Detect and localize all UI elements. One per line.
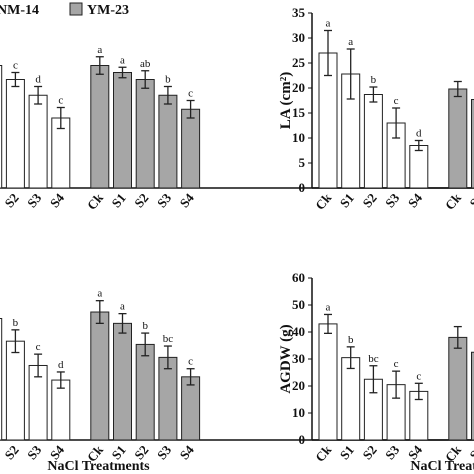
significance-letter: c (36, 341, 41, 353)
significance-letter: a (348, 36, 353, 48)
y-tick-label: 30 (292, 30, 305, 45)
significance-letter: a (97, 288, 102, 300)
significance-letter: bc (368, 353, 379, 365)
x-tick-label: S3 (24, 190, 45, 211)
significance-letter: c (416, 370, 421, 382)
y-tick-label: 35 (292, 5, 306, 20)
significance-letter: c (58, 95, 63, 107)
significance-letter: c (394, 95, 399, 107)
x-tick-label: Ck (312, 190, 335, 213)
x-tick-label: S4 (405, 190, 426, 211)
bar (471, 351, 474, 441)
x-tick-label: S2 (1, 190, 21, 210)
bar (181, 108, 201, 189)
x-tick-label: S3 (382, 190, 403, 211)
y-tick-label: 50 (292, 297, 305, 312)
bar (409, 145, 429, 189)
bar (28, 94, 48, 189)
bar (5, 79, 25, 189)
y-tick-label: 15 (292, 105, 306, 120)
x-tick-label: S1 (466, 442, 474, 462)
y-tick-label: 40 (292, 324, 305, 339)
significance-letter: a (326, 18, 331, 30)
x-axis-label: NaCl Treatmen (410, 459, 474, 474)
significance-letter: c (13, 60, 18, 72)
x-tick-label: Ck (84, 190, 107, 213)
bar (51, 379, 71, 441)
y-tick-label: 20 (292, 378, 305, 393)
significance-letter: a (120, 301, 125, 313)
significance-letter: d (35, 74, 41, 86)
x-tick-label: S1 (108, 190, 128, 210)
x-tick-label: S1 (337, 442, 357, 462)
significance-letter: c (188, 88, 193, 100)
significance-letter: ab (140, 58, 151, 70)
legend-label: YM-23 (87, 3, 129, 18)
bar (113, 322, 132, 441)
y-tick-label: 60 (292, 270, 305, 285)
x-tick-label: S3 (154, 190, 175, 211)
x-tick-label: Ck (442, 190, 465, 213)
significance-letter: c (188, 356, 193, 368)
bar (181, 376, 201, 441)
significance-letter: b (348, 334, 354, 346)
x-tick-label: S4 (47, 190, 68, 211)
x-tick-label: S2 (1, 442, 21, 462)
bar (90, 311, 110, 441)
significance-letter: bc (163, 333, 174, 345)
significance-letter: d (416, 128, 422, 140)
bar (471, 99, 474, 189)
bar (90, 65, 110, 189)
x-tick-label: S3 (154, 442, 175, 463)
x-tick-label: S2 (131, 190, 151, 210)
legend-swatch (69, 2, 83, 16)
x-tick-label: S3 (382, 442, 403, 463)
legend-label: NM-14 (0, 3, 39, 18)
y-tick-label: 20 (292, 80, 305, 95)
bar (5, 340, 25, 441)
x-tick-label: S3 (24, 442, 45, 463)
x-tick-label: S1 (466, 190, 474, 210)
significance-letter: a (326, 301, 331, 313)
x-tick-label: S4 (177, 190, 198, 211)
y-tick-label: 10 (292, 405, 305, 420)
bar (318, 323, 338, 441)
y-tick-label: 25 (292, 55, 306, 70)
significance-letter: a (97, 44, 102, 56)
bar (135, 79, 155, 189)
significance-letter: d (58, 359, 64, 371)
bar (0, 65, 3, 189)
y-tick-label: 5 (299, 155, 306, 170)
y-tick-label: 0 (299, 432, 306, 447)
significance-letter: b (165, 74, 171, 86)
significance-letter: b (142, 320, 148, 332)
bar (341, 357, 361, 441)
bar (113, 72, 132, 189)
significance-letter: a (120, 54, 125, 66)
bar (363, 94, 383, 189)
y-tick-label: 30 (292, 351, 305, 366)
x-tick-label: S4 (177, 442, 198, 463)
y-axis-label: AGDW (g) (278, 324, 294, 393)
x-tick-label: S2 (359, 190, 379, 210)
x-tick-label: Ck (312, 442, 335, 465)
bar (135, 343, 155, 441)
x-tick-label: S1 (337, 190, 357, 210)
y-tick-label: 0 (299, 180, 306, 195)
significance-letter: c (394, 358, 399, 370)
bar (158, 94, 178, 189)
bar (158, 356, 178, 441)
x-tick-label: S2 (359, 442, 379, 462)
significance-letter: b (371, 74, 377, 86)
bar (448, 88, 468, 189)
bar (0, 318, 3, 441)
y-axis-label: LA (cm²) (278, 72, 294, 129)
y-tick-label: 10 (292, 130, 305, 145)
bar (448, 336, 468, 441)
x-axis-label: NaCl Treatments (47, 459, 150, 474)
significance-letter: b (13, 317, 19, 329)
